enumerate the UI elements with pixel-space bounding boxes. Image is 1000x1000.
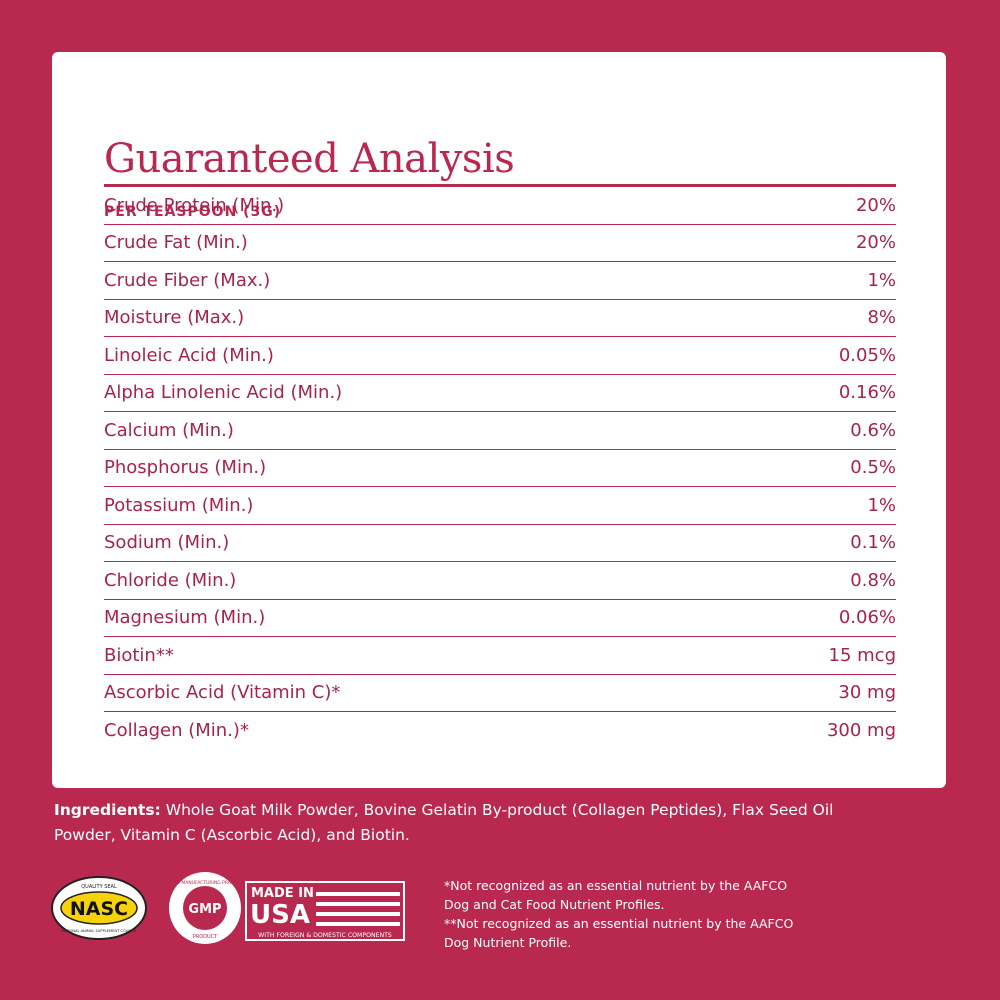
table-row: Linoleic Acid (Min.) 0.05% — [104, 337, 896, 375]
table-row: Crude Protein (Min.) 20% — [104, 187, 896, 225]
nutrient-name: Phosphorus (Min.) — [104, 457, 267, 479]
nutrient-value: 0.06% — [838, 607, 896, 629]
nutrient-name: Moisture (Max.) — [104, 307, 245, 329]
footnote-line: *Not recognized as an essential nutrient… — [444, 878, 788, 893]
nutrient-value: 0.5% — [850, 457, 896, 479]
nutrient-name: Ascorbic Acid (Vitamin C)* — [104, 682, 341, 704]
nutrient-name: Crude Fiber (Max.) — [104, 269, 271, 291]
nutrient-value: 20% — [855, 194, 896, 216]
badge-text: USA — [250, 900, 310, 930]
nutrient-name: Magnesium (Min.) — [104, 607, 266, 629]
badges: QUALITY SEAL NASC NATIONAL ANIMAL SUPPLE… — [51, 872, 405, 944]
ingredients: Ingredients: Whole Goat Milk Powder, Bov… — [54, 798, 884, 848]
ingredients-label: Ingredients: — [54, 801, 161, 819]
nutrient-name: Chloride (Min.) — [104, 569, 237, 591]
badge-text: NASC — [70, 898, 128, 920]
title: Guaranteed Analysis — [104, 136, 515, 182]
footnote-line: Dog and Cat Food Nutrient Profiles. — [444, 897, 665, 912]
table-row: Ascorbic Acid (Vitamin C)* 30 mg — [104, 675, 896, 712]
nutrient-value: 0.8% — [850, 569, 896, 591]
nutrient-value: 0.16% — [838, 382, 896, 404]
nutrient-value: 15 mcg — [828, 644, 896, 666]
badge-text: NATIONAL ANIMAL SUPPLEMENT COUNCIL — [61, 929, 136, 933]
badge-text: MADE IN — [251, 886, 314, 901]
table-row: Potassium (Min.) 1% — [104, 487, 896, 525]
nutrient-name: Collagen (Min.)* — [104, 719, 249, 741]
badge-text: WITH FOREIGN & DOMESTIC COMPONENTS — [258, 932, 392, 939]
nutrient-name: Linoleic Acid (Min.) — [104, 344, 274, 366]
nutrient-name: Calcium (Min.) — [104, 419, 234, 441]
nutrient-value: 0.6% — [850, 419, 896, 441]
analysis-card: Guaranteed Analysis PER TEASPOON (3G) Cr… — [52, 52, 946, 788]
badge-text: QUALITY SEAL — [81, 884, 117, 890]
table-row: Biotin** 15 mcg — [104, 637, 896, 675]
nutrient-value: 1% — [867, 269, 896, 291]
nutrient-name: Sodium (Min.) — [104, 532, 230, 554]
table-row: Crude Fiber (Max.) 1% — [104, 262, 896, 300]
table-row: Alpha Linolenic Acid (Min.) 0.16% — [104, 375, 896, 412]
table-row: Magnesium (Min.) 0.06% — [104, 600, 896, 637]
nutrient-name: Alpha Linolenic Acid (Min.) — [104, 382, 343, 404]
table-row: Moisture (Max.) 8% — [104, 300, 896, 337]
table-row: Chloride (Min.) 0.8% — [104, 562, 896, 600]
footnote-line: Dog Nutrient Profile. — [444, 935, 572, 950]
usa-badge: MADE IN USA WITH FOREIGN & DOMESTIC COMP… — [245, 881, 405, 941]
ingredients-text: Whole Goat Milk Powder, Bovine Gelatin B… — [54, 801, 834, 844]
analysis-table: Crude Protein (Min.) 20% Crude Fat (Min.) 2… — [104, 184, 896, 749]
nutrient-name: Biotin** — [104, 644, 174, 666]
footnotes: *Not recognized as an essential nutrient… — [444, 876, 793, 952]
table-row: Phosphorus (Min.) 0.5% — [104, 450, 896, 487]
nutrient-value: 1% — [867, 494, 896, 516]
badge-text: GOOD MANUFACTURING PRACTICE — [166, 880, 244, 886]
table-row: Crude Fat (Min.) 20% — [104, 225, 896, 262]
gmp-badge: GOOD MANUFACTURING PRACTICE GMP PRODUCT — [166, 872, 244, 944]
nutrient-value: 300 mg — [826, 719, 896, 741]
nutrient-value: 20% — [855, 232, 896, 254]
subtitle: PER TEASPOON (3G) — [104, 204, 282, 220]
table-row: Sodium (Min.) 0.1% — [104, 525, 896, 562]
badge-text: GMP — [188, 902, 221, 917]
nutrient-name: Potassium (Min.) — [104, 494, 254, 516]
badge-text: PRODUCT — [193, 934, 218, 940]
nutrient-value: 0.05% — [838, 344, 896, 366]
nutrient-value: 8% — [867, 307, 896, 329]
table-row: Collagen (Min.)* 300 mg — [104, 712, 896, 749]
nutrient-name: Crude Fat (Min.) — [104, 232, 248, 254]
nasc-badge: QUALITY SEAL NASC NATIONAL ANIMAL SUPPLE… — [51, 876, 147, 940]
nutrient-name: Crude Protein (Min.) — [104, 194, 285, 216]
nutrient-value: 30 mg — [838, 682, 896, 704]
nutrient-value: 0.1% — [850, 532, 896, 554]
footnote-line: **Not recognized as an essential nutrien… — [444, 916, 794, 931]
table-row: Calcium (Min.) 0.6% — [104, 412, 896, 450]
